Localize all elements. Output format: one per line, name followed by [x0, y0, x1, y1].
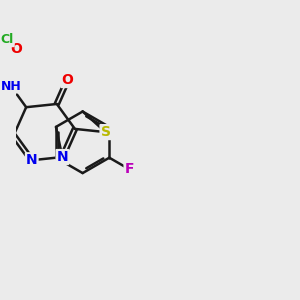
Text: S: S: [100, 125, 110, 139]
Text: N: N: [57, 150, 68, 164]
Text: NH: NH: [0, 80, 21, 92]
Text: N: N: [26, 153, 38, 167]
Text: F: F: [124, 162, 134, 176]
Text: O: O: [61, 73, 74, 87]
Text: O: O: [11, 43, 22, 56]
Text: Cl: Cl: [1, 33, 14, 46]
